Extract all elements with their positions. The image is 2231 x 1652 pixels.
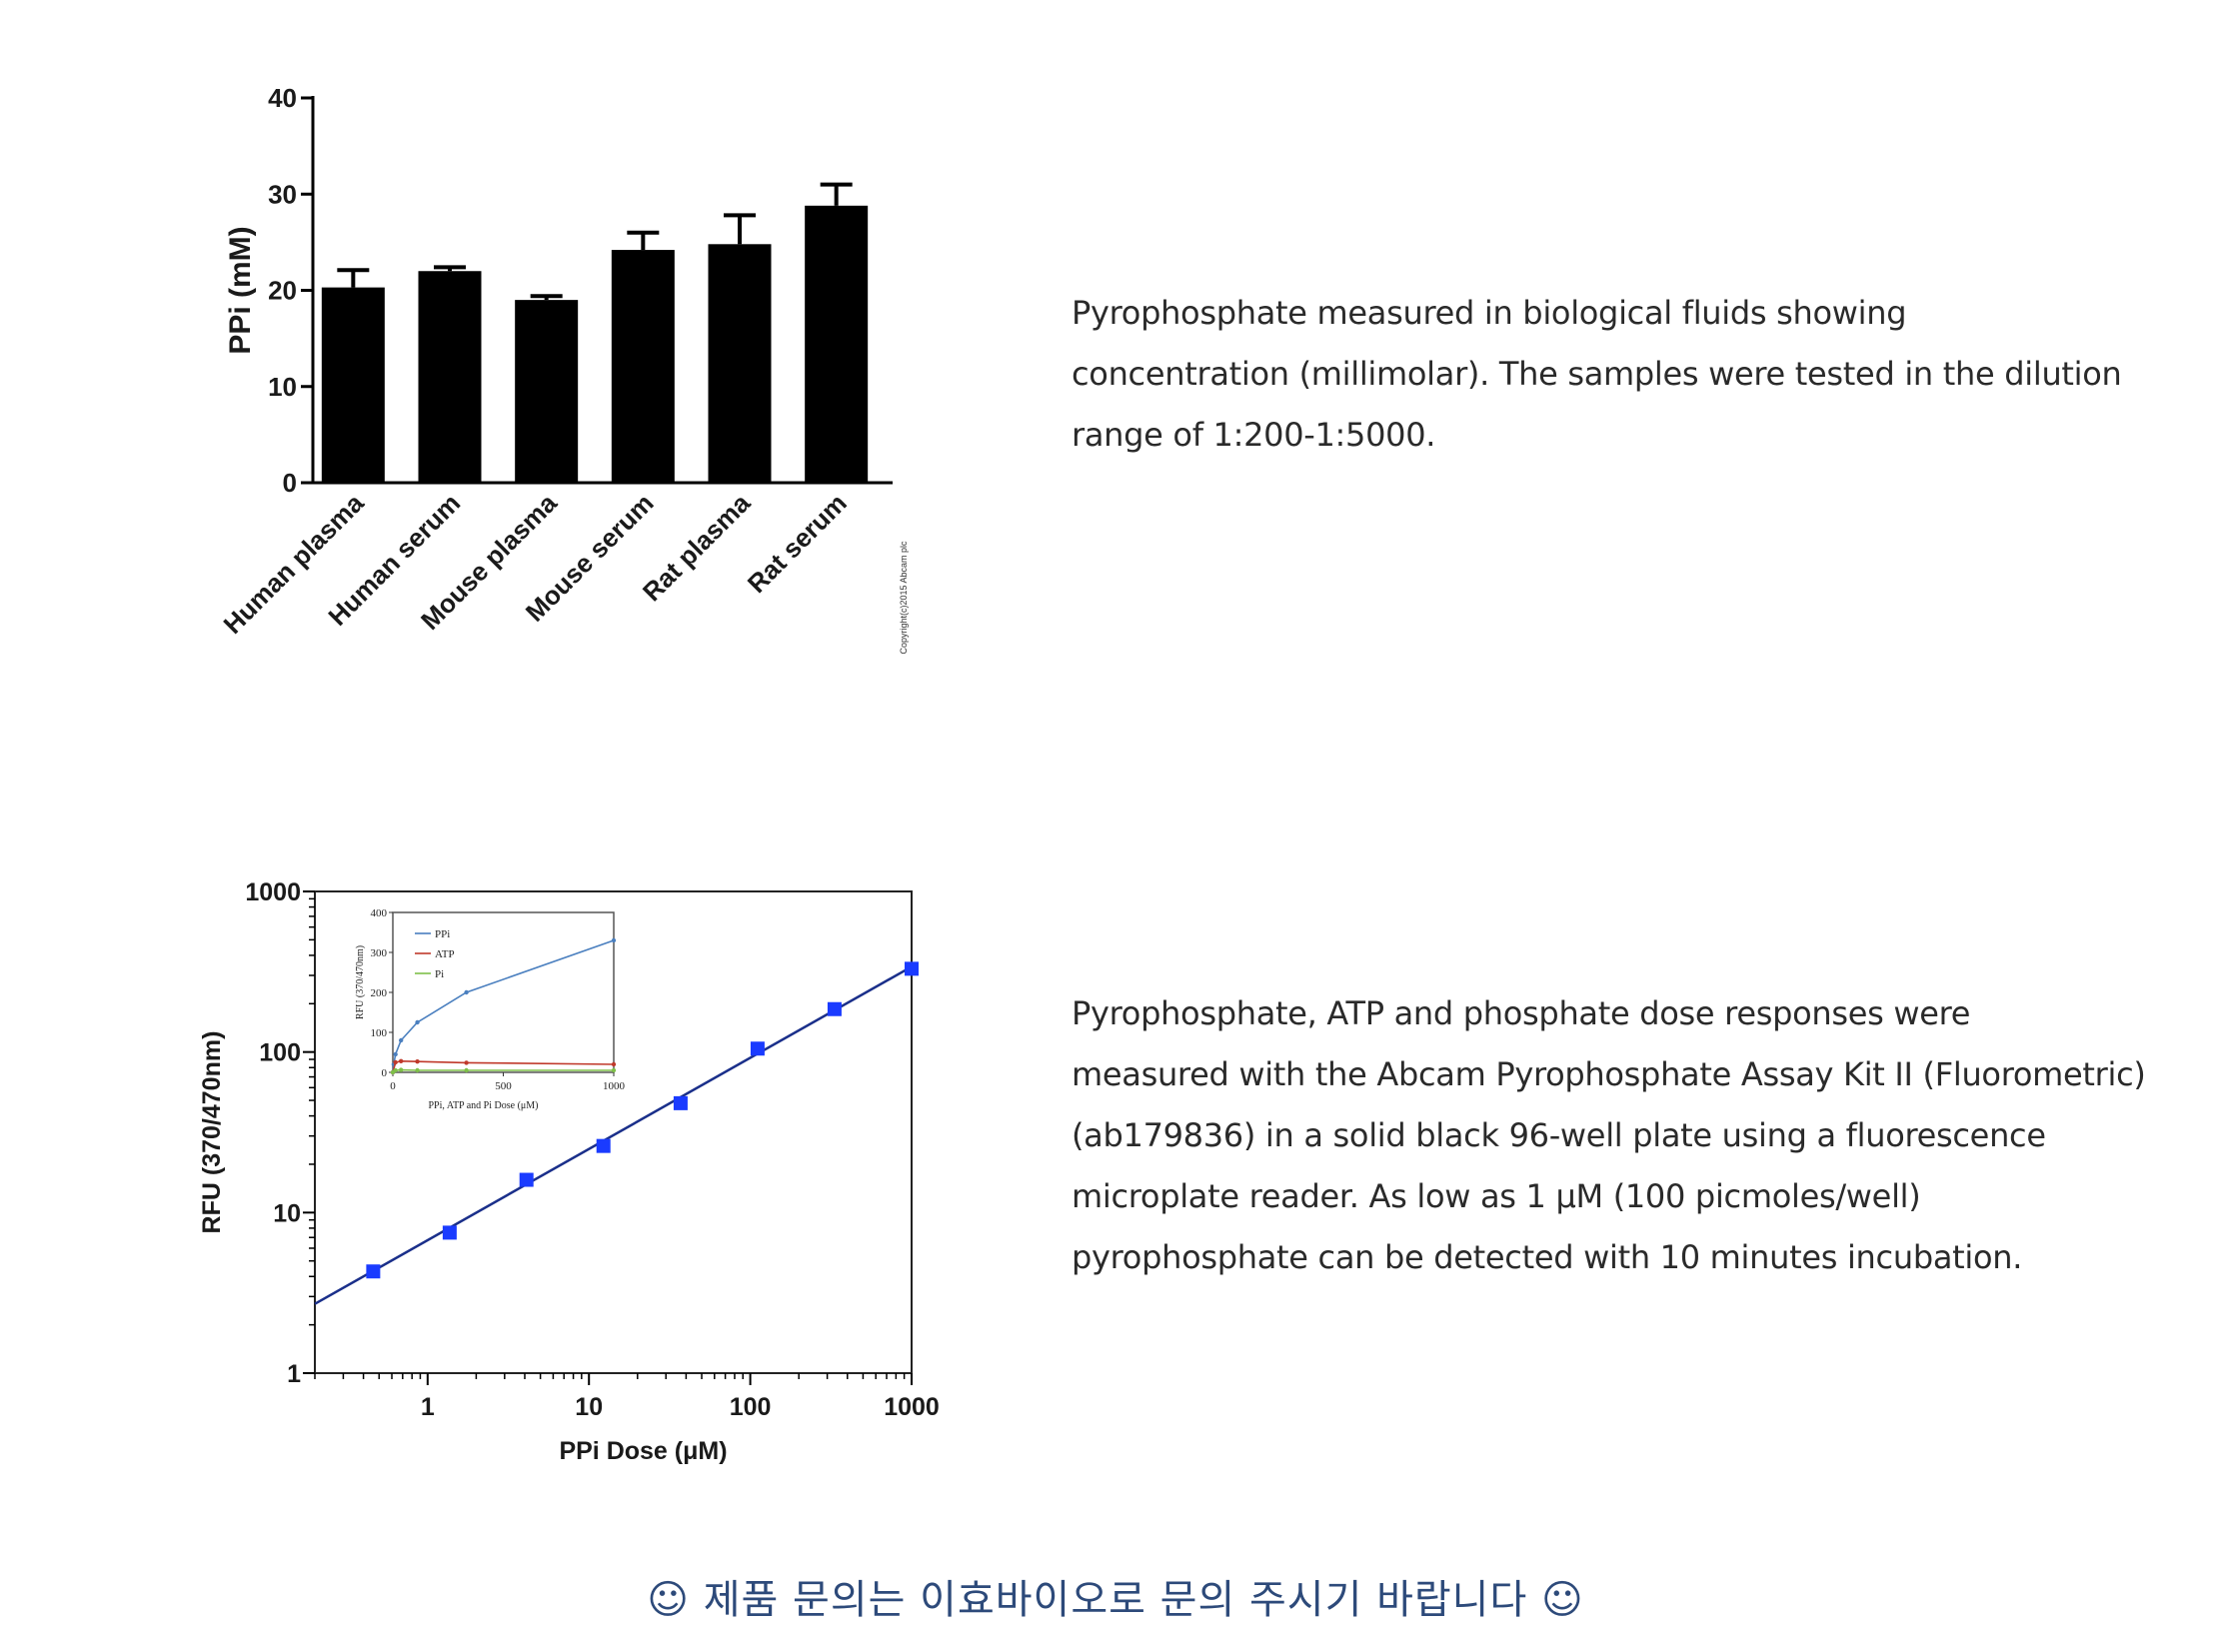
inset-series-point — [393, 1067, 398, 1073]
bottom-caption-line: (ab179836) in a solid black 96-well plat… — [1072, 1116, 2046, 1154]
inset-y-tick-label: 400 — [371, 907, 388, 919]
y-tick-label: 100 — [259, 1039, 301, 1067]
inset-x-tick-label: 0 — [390, 1080, 396, 1092]
y-tick-label: 20 — [268, 276, 297, 306]
data-point — [366, 1264, 381, 1279]
data-point — [905, 961, 919, 976]
y-tick-label: 1 — [287, 1360, 301, 1388]
y-tick-label: 40 — [268, 83, 297, 113]
inset-y-tick-label: 300 — [371, 947, 388, 959]
top-caption-line: Pyrophosphate measured in biological flu… — [1072, 294, 1907, 332]
plot-frame — [314, 890, 913, 1374]
bar — [611, 250, 675, 483]
bottom-caption-line: Pyrophosphate, ATP and phosphate dose re… — [1072, 994, 1971, 1032]
x-tick-label: 100 — [730, 1393, 772, 1421]
top-caption: Pyrophosphate measured in biological flu… — [1072, 283, 2191, 466]
data-point — [442, 1225, 457, 1240]
inset-series-point — [464, 1060, 469, 1065]
x-axis-title: PPi Dose (μM) — [559, 1437, 727, 1465]
inset-series-point — [393, 1059, 398, 1065]
copyright-notice: Copyright(c)2015 Abcam plc — [899, 541, 909, 655]
inset-series-point — [393, 1051, 398, 1057]
inset-series-point — [398, 1037, 404, 1043]
inset-y-tick-label: 0 — [382, 1067, 388, 1079]
inset-series-point — [415, 1019, 420, 1025]
bar — [418, 271, 482, 483]
inset-x-tick-label: 500 — [495, 1080, 512, 1092]
inset-series-point — [398, 1067, 404, 1072]
bar — [708, 244, 772, 483]
inset-series-point — [611, 1067, 617, 1073]
inset-x-axis-title: PPi, ATP and Pi Dose (μM) — [428, 1100, 538, 1111]
inset-series-point — [611, 1061, 617, 1067]
fit-line — [314, 965, 913, 1305]
inset-series-point — [464, 1067, 469, 1073]
inset-y-axis-title: RFU (370/470nm) — [355, 945, 366, 1019]
bottom-caption: Pyrophosphate, ATP and phosphate dose re… — [1072, 983, 2191, 1288]
y-tick-label: 10 — [268, 372, 297, 402]
y-tick-label: 30 — [268, 179, 297, 209]
y-tick-label: 10 — [273, 1199, 301, 1227]
data-point — [750, 1041, 765, 1056]
inset-y-tick-label: 100 — [371, 1027, 388, 1039]
footer-inquiry-note: ☺ 제품 문의는 이효바이오로 문의 주시기 바랍니다 ☺ — [647, 1577, 1584, 1623]
x-tick-label: 10 — [575, 1393, 603, 1421]
x-tick-label: 1 — [421, 1393, 435, 1421]
data-point — [827, 1001, 842, 1016]
inset-legend-label: PPi — [435, 928, 450, 940]
bar — [515, 300, 579, 483]
data-point — [673, 1095, 688, 1110]
top-caption-line: range of 1:200-1:5000. — [1072, 416, 1436, 454]
inset-series-point — [464, 989, 469, 995]
inset-series-point — [398, 1058, 404, 1064]
bar — [321, 287, 385, 483]
inset-x-tick-label: 1000 — [603, 1080, 626, 1092]
inset-frame — [392, 911, 615, 1073]
y-tick-label: 0 — [283, 468, 297, 498]
y-axis-title: RFU (370/470nm) — [198, 1031, 226, 1234]
top-caption-line: concentration (millimolar). The samples … — [1072, 355, 2122, 393]
y-axis-title: PPi (mM) — [224, 226, 257, 354]
data-point — [519, 1172, 534, 1187]
inset-legend-label: Pi — [435, 968, 444, 980]
inset-series-point — [611, 937, 617, 943]
bottom-caption-line: measured with the Abcam Pyrophosphate As… — [1072, 1055, 2146, 1093]
bottom-caption-line: pyrophosphate can be detected with 10 mi… — [1072, 1238, 2023, 1276]
bottom-caption-line: microplate reader. As low as 1 μM (100 p… — [1072, 1177, 1921, 1215]
inset-series-point — [415, 1067, 420, 1073]
data-point — [596, 1138, 611, 1153]
bar — [805, 205, 869, 484]
inset-legend-label: ATP — [435, 948, 455, 960]
y-tick-label: 1000 — [245, 878, 301, 906]
inset-y-tick-label: 200 — [371, 987, 388, 999]
inset-series-point — [415, 1059, 420, 1064]
x-tick-label: 1000 — [884, 1393, 940, 1421]
